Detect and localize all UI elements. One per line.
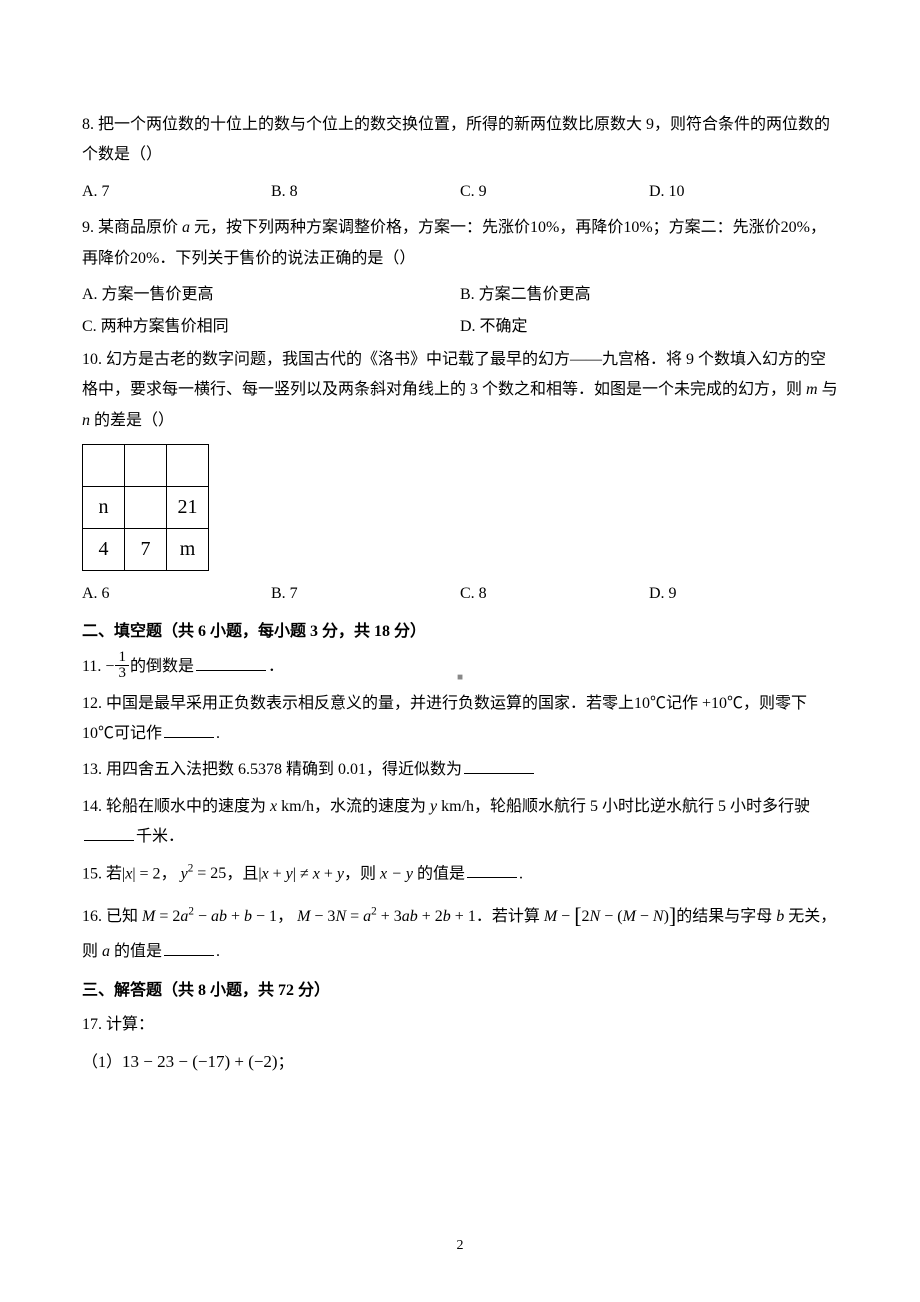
q10-prefix: 10. 幻方是古老的数字问题，我国古代的《洛书》中记载了最早的幻方——九宫格．将… [82,351,826,398]
q15-p1: 15. 若 [82,865,122,882]
q17-1-expr: 13 − 23 − (−17) + (−2) [122,1052,278,1071]
q9-opt-d: D. 不确定 [460,312,838,342]
q9-opt-a: A. 方案一售价更高 [82,280,460,310]
q13-text: 13. 用四舍五入法把数 6.5378 精确到 0.01，得近似数为 [82,761,462,778]
q10-opt-c: C. 8 [460,579,649,609]
q14-unit2: km/h [437,798,474,815]
grid-cell: 4 [83,528,125,570]
q10-grid: n 21 4 7 m [82,444,209,571]
q8-opt-a: A. 7 [82,177,271,207]
grid-cell [83,444,125,486]
blank-line [164,724,214,738]
q16-varb: b [772,908,784,925]
q12-end: . [216,725,220,742]
q16-vara: a [102,943,110,960]
question-17: 17. 计算： [82,1010,838,1040]
q16-inner: 2N − (M − N) [582,908,669,925]
q15-expr2: y [177,865,188,882]
q15-p4: ，则 [344,865,376,882]
q10-opt-d: D. 9 [649,579,838,609]
blank-line [464,760,534,774]
q9-prefix: 9. 某商品原价 [82,219,182,236]
q10-options: A. 6 B. 7 C. 8 D. 9 [82,579,838,609]
q11-period: ． [268,658,284,675]
q10-mid: 与 [818,381,838,398]
q14-var-x: x [266,798,277,815]
question-17-1: （1）13 − 23 − (−17) + (−2)； [82,1046,838,1078]
q14-p3: ，轮船顺水航行 5 小时比逆水航行 5 小时多行驶 [474,798,810,815]
q17-1-label: （1） [82,1054,122,1071]
q16-p4: 的结果与字母 [676,908,772,925]
q8-opt-d: D. 10 [649,177,838,207]
q9-options: A. 方案一售价更高 B. 方案二售价更高 C. 两种方案售价相同 D. 不确定 [82,280,838,345]
section-2-heading: 二、填空题（共 6 小题，每小题 3 分，共 18 分） [82,617,838,647]
q15-p2: ， [161,865,177,882]
question-13: 13. 用四舍五入法把数 6.5378 精确到 0.01，得近似数为 [82,755,838,785]
q16-end: . [216,943,220,960]
q15-end: . [519,865,523,882]
q10-opt-b: B. 7 [271,579,460,609]
grid-cell [167,444,209,486]
q16-p3: ．若计算 [476,908,540,925]
blank-line [84,827,134,841]
q8-opt-c: C. 9 [460,177,649,207]
q9-opt-b: B. 方案二售价更高 [460,280,838,310]
q9-opt-c: C. 两种方案售价相同 [82,312,460,342]
q11-fraction: 13 [115,650,129,681]
q10-var-n: n [82,412,90,429]
q15-expr1: |x| = 2 [122,865,161,882]
q11-suffix: 的倒数是 [130,658,194,675]
q8-text: 8. 把一个两位数的十位上的数与个位上的数交换位置，所得的新两位数比原数大 9，… [82,116,830,163]
q14-unit1: km/h [277,798,314,815]
q16-exprCalc: M − [540,908,574,925]
q16-exprM: M = 2a2 − ab + b − 1 [138,908,277,925]
q8-opt-b: B. 8 [271,177,460,207]
square-watermark: ■ [457,668,463,687]
grid-cell: n [83,486,125,528]
q9-var-a: a [182,219,190,236]
q14-p4: 千米． [136,828,184,845]
blank-line [196,656,266,670]
q15-expr2b: 2 = 25 [188,865,227,882]
q15-p5: 的值是 [417,865,465,882]
q14-p2: ，水流的速度为 [314,798,426,815]
question-14: 14. 轮船在顺水中的速度为 x km/h，水流的速度为 y km/h，轮船顺水… [82,792,838,853]
q14-var-y: y [426,798,437,815]
q11-prefix: 11. [82,658,105,675]
grid-cell: 7 [125,528,167,570]
blank-line [164,942,214,956]
q17-text: 17. 计算： [82,1016,154,1033]
question-12: 12. 中国是最早采用正负数表示相反意义的量，并进行负数运算的国家．若零上10℃… [82,689,838,750]
q14-p1: 14. 轮船在顺水中的速度为 [82,798,266,815]
grid-cell [125,486,167,528]
q15-expr3: |x + y| ≠ x + y [258,865,344,882]
q10-var-m: m [806,381,818,398]
q10-opt-a: A. 6 [82,579,271,609]
blank-line [467,864,517,878]
grid-cell [125,444,167,486]
question-10: 10. 幻方是古老的数字问题，我国古代的《洛书》中记载了最早的幻方——九宫格．将… [82,345,838,436]
question-8: 8. 把一个两位数的十位上的数与个位上的数交换位置，所得的新两位数比原数大 9，… [82,110,838,171]
question-9: 9. 某商品原价 a 元，按下列两种方案调整价格，方案一：先涨价10%，再降价1… [82,213,838,274]
q16-exprN: M − 3N = a2 + 3ab + 2b + 1 [293,908,476,925]
grid-cell: m [167,528,209,570]
q10-suffix: 的差是（） [90,412,174,429]
q15-p3: ，且 [226,865,258,882]
q9-suffix: 元，按下列两种方案调整价格，方案一：先涨价10%，再降价10%；方案二：先涨价2… [82,219,826,266]
question-15: 15. 若|x| = 2， y2 = 25，且|x + y| ≠ x + y，则… [82,859,838,890]
q8-options: A. 7 B. 8 C. 9 D. 10 [82,177,838,207]
q16-p1: 16. 已知 [82,908,138,925]
q15-expr4: x − y [376,865,417,882]
q16-p6: 的值是 [110,943,162,960]
q11-neg: − [105,658,114,675]
grid-cell: 21 [167,486,209,528]
section-3-heading: 三、解答题（共 8 小题，共 72 分） [82,976,838,1006]
q17-1-end: ； [278,1054,294,1071]
question-16: 16. 已知 M = 2a2 − ab + b − 1， M − 3N = a2… [82,895,838,967]
page-number: 2 [457,1233,464,1260]
l-bracket: [ [574,903,581,928]
q16-p2: ， [277,908,293,925]
